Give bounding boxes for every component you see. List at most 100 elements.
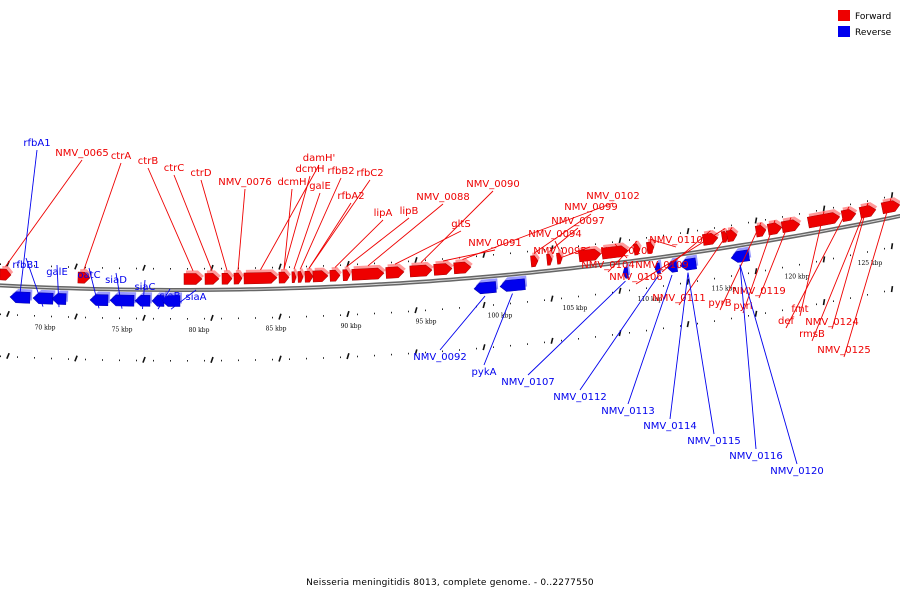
leader-line	[742, 220, 776, 314]
leader-line	[293, 192, 321, 270]
gene-label[interactable]: NMV_0104	[581, 240, 638, 273]
guide-dot	[425, 259, 426, 262]
gene-label[interactable]: NMV_0076	[218, 177, 272, 271]
gene-label[interactable]: NMV_0114	[643, 272, 697, 432]
gene-label[interactable]: dcmH	[283, 164, 325, 270]
gene-label[interactable]: NMV_0094	[528, 229, 582, 251]
guide-dot	[323, 265, 324, 267]
gene-label[interactable]: NMV_0110	[649, 235, 703, 248]
leader-line	[579, 276, 658, 391]
gene-label[interactable]: def	[778, 206, 850, 329]
guide-dot	[884, 247, 885, 250]
guide-tick	[686, 321, 690, 328]
gene-label[interactable]: oatC	[77, 267, 101, 309]
guide-dot	[527, 343, 528, 345]
gene-label[interactable]: NMV_0106	[609, 228, 726, 285]
gene-label[interactable]: galE	[46, 264, 68, 308]
leader-line	[831, 202, 869, 330]
guide-dot	[289, 266, 290, 268]
forward-gene	[754, 222, 768, 238]
gene-label[interactable]: NMV_0113	[601, 274, 673, 417]
leader-line	[527, 280, 626, 376]
guide-dot	[170, 318, 171, 320]
gene-label[interactable]: ctrB	[138, 156, 194, 271]
gene-label[interactable]: NMV_0119	[732, 217, 792, 299]
gene-label[interactable]: rmsB	[799, 202, 869, 342]
gene-label[interactable]: NMV_0088	[367, 192, 470, 267]
gene-label[interactable]: rfbB2	[300, 166, 355, 269]
guide-dot	[697, 322, 698, 325]
gene-label[interactable]: NMV_0065	[5, 148, 109, 267]
gene-label[interactable]: NMV_0116	[729, 264, 783, 462]
guide-dot	[867, 200, 868, 202]
leader-line	[614, 243, 628, 259]
gene-label[interactable]: NMV_0115	[687, 272, 741, 447]
reverse-gene	[89, 291, 111, 307]
gene-label[interactable]: ctrA	[83, 151, 131, 270]
gene-name: NMV_0120	[770, 466, 823, 477]
gene-label[interactable]: dcmH	[277, 177, 307, 270]
gene-name: NMV_0113	[601, 406, 654, 417]
guide-dot	[799, 213, 800, 215]
gene-name: NMV_0094	[528, 229, 581, 240]
gene-label[interactable]: pyrI	[733, 220, 776, 314]
gene-label[interactable]: NMV_0125	[817, 198, 892, 358]
guide-dot	[136, 317, 137, 320]
reverse-gene	[679, 254, 699, 271]
guide-dot	[0, 355, 1, 358]
guide-dot	[340, 264, 341, 266]
gene-label[interactable]: NMV_0097	[549, 216, 605, 252]
gene-label[interactable]: NMV_0102	[462, 191, 640, 260]
guide-tick	[6, 310, 10, 317]
gene-label[interactable]: NMV_0112	[553, 276, 658, 403]
gene-label[interactable]: NMV_0107	[501, 280, 626, 388]
gene-label[interactable]: siaC	[134, 279, 156, 310]
guide-dot	[374, 262, 375, 265]
gene-label[interactable]: damH'	[260, 153, 336, 271]
kbp-tick-label: 80 kbp	[189, 327, 210, 334]
gene-label[interactable]: siaB	[157, 288, 181, 310]
guide-tick	[142, 264, 146, 271]
gene-label[interactable]: siaA	[170, 289, 207, 310]
gene-label[interactable]: gltS	[394, 219, 471, 265]
leader-line	[115, 272, 123, 309]
gene-label[interactable]: NMV_0105	[600, 243, 654, 259]
gene-label[interactable]: NMV_0091	[442, 238, 522, 262]
gene-label[interactable]: galE	[293, 181, 331, 270]
guide-dot	[816, 303, 817, 306]
gene-label[interactable]: rfbA2	[308, 191, 365, 269]
guide-dot	[884, 290, 885, 293]
kbp-tick-label: 125 kbp	[858, 260, 883, 267]
gene-label[interactable]: rfbB1	[12, 257, 44, 307]
gene-label[interactable]: NMV_0111	[652, 227, 733, 306]
gene-label[interactable]: NMV_0109	[635, 230, 711, 273]
guide-dot	[731, 317, 732, 320]
gene-label[interactable]: ctrD	[190, 168, 228, 271]
gene-label[interactable]: lipB	[346, 206, 419, 268]
gene-label[interactable]: NMV_0092	[413, 295, 486, 363]
gene-label[interactable]: NMV_0099	[534, 202, 618, 254]
guide-dot	[289, 316, 290, 318]
gene-label[interactable]: lipA	[334, 208, 393, 268]
gene-label[interactable]: ctrC	[164, 163, 213, 271]
guide-tick	[754, 310, 758, 317]
gene-label[interactable]: NMV_0124	[805, 202, 869, 330]
forward-gene	[0, 266, 14, 281]
gene-name: pyrI	[733, 301, 752, 312]
guide-dot	[68, 358, 69, 360]
gene-label[interactable]: NMV_0090	[420, 179, 520, 263]
gene-label[interactable]: siaD	[105, 272, 127, 309]
guide-dot	[153, 359, 154, 362]
gene-label[interactable]: rfbA1	[19, 138, 51, 294]
reverse-gene	[730, 246, 752, 263]
gene-label[interactable]: NMV_0120	[739, 264, 824, 477]
guide-dot	[34, 357, 35, 359]
guide-dot	[357, 313, 358, 316]
gene-name: gltS	[451, 219, 470, 230]
gene-label[interactable]: NMV_0095	[533, 246, 591, 259]
gene-name: NMV_0097	[551, 216, 604, 227]
guide-dot	[408, 310, 409, 313]
gene-label[interactable]: rfbC2	[308, 168, 384, 269]
gene-label[interactable]: pykA	[472, 293, 513, 378]
gene-label[interactable]: fmt	[791, 211, 825, 317]
